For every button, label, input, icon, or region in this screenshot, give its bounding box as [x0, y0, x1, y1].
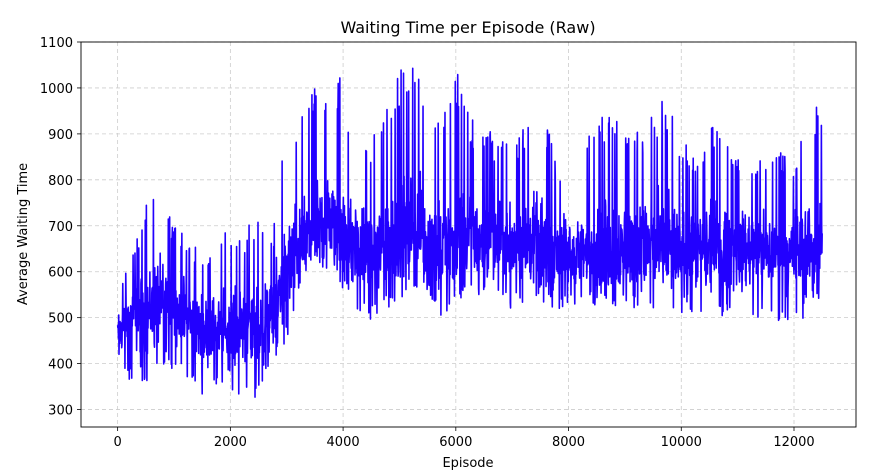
axis-ticks: 0 2000 4000 6000 8000 10000 12000 300 400 500 600 7… [40, 36, 815, 450]
x-tick-label: 0 [113, 435, 121, 450]
x-tick-label: 6000 [439, 435, 472, 450]
y-tick-label: 600 [48, 266, 73, 281]
y-tick-label: 400 [48, 358, 73, 373]
x-tick-label: 2000 [214, 435, 247, 450]
y-tick-label: 700 [48, 220, 73, 235]
y-axis-title: Average Waiting Time [16, 163, 31, 305]
chart-title: Waiting Time per Episode (Raw) [340, 18, 595, 37]
y-tick-label: 800 [48, 174, 73, 189]
plot-frame [80, 41, 857, 428]
x-tick-label: 10000 [661, 435, 702, 450]
y-tick-label: 1000 [40, 82, 73, 97]
series-layer [116, 67, 823, 398]
y-tick-label: 300 [48, 404, 73, 419]
x-tick-label: 4000 [327, 435, 360, 450]
y-tick-label: 500 [48, 312, 73, 327]
series-line-0 [116, 67, 823, 398]
x-axis-title: Episode [442, 456, 493, 471]
x-tick-label: 12000 [773, 435, 814, 450]
y-tick-label: 1100 [40, 36, 73, 51]
x-tick-label: 8000 [552, 435, 585, 450]
y-tick-label: 900 [48, 128, 73, 143]
